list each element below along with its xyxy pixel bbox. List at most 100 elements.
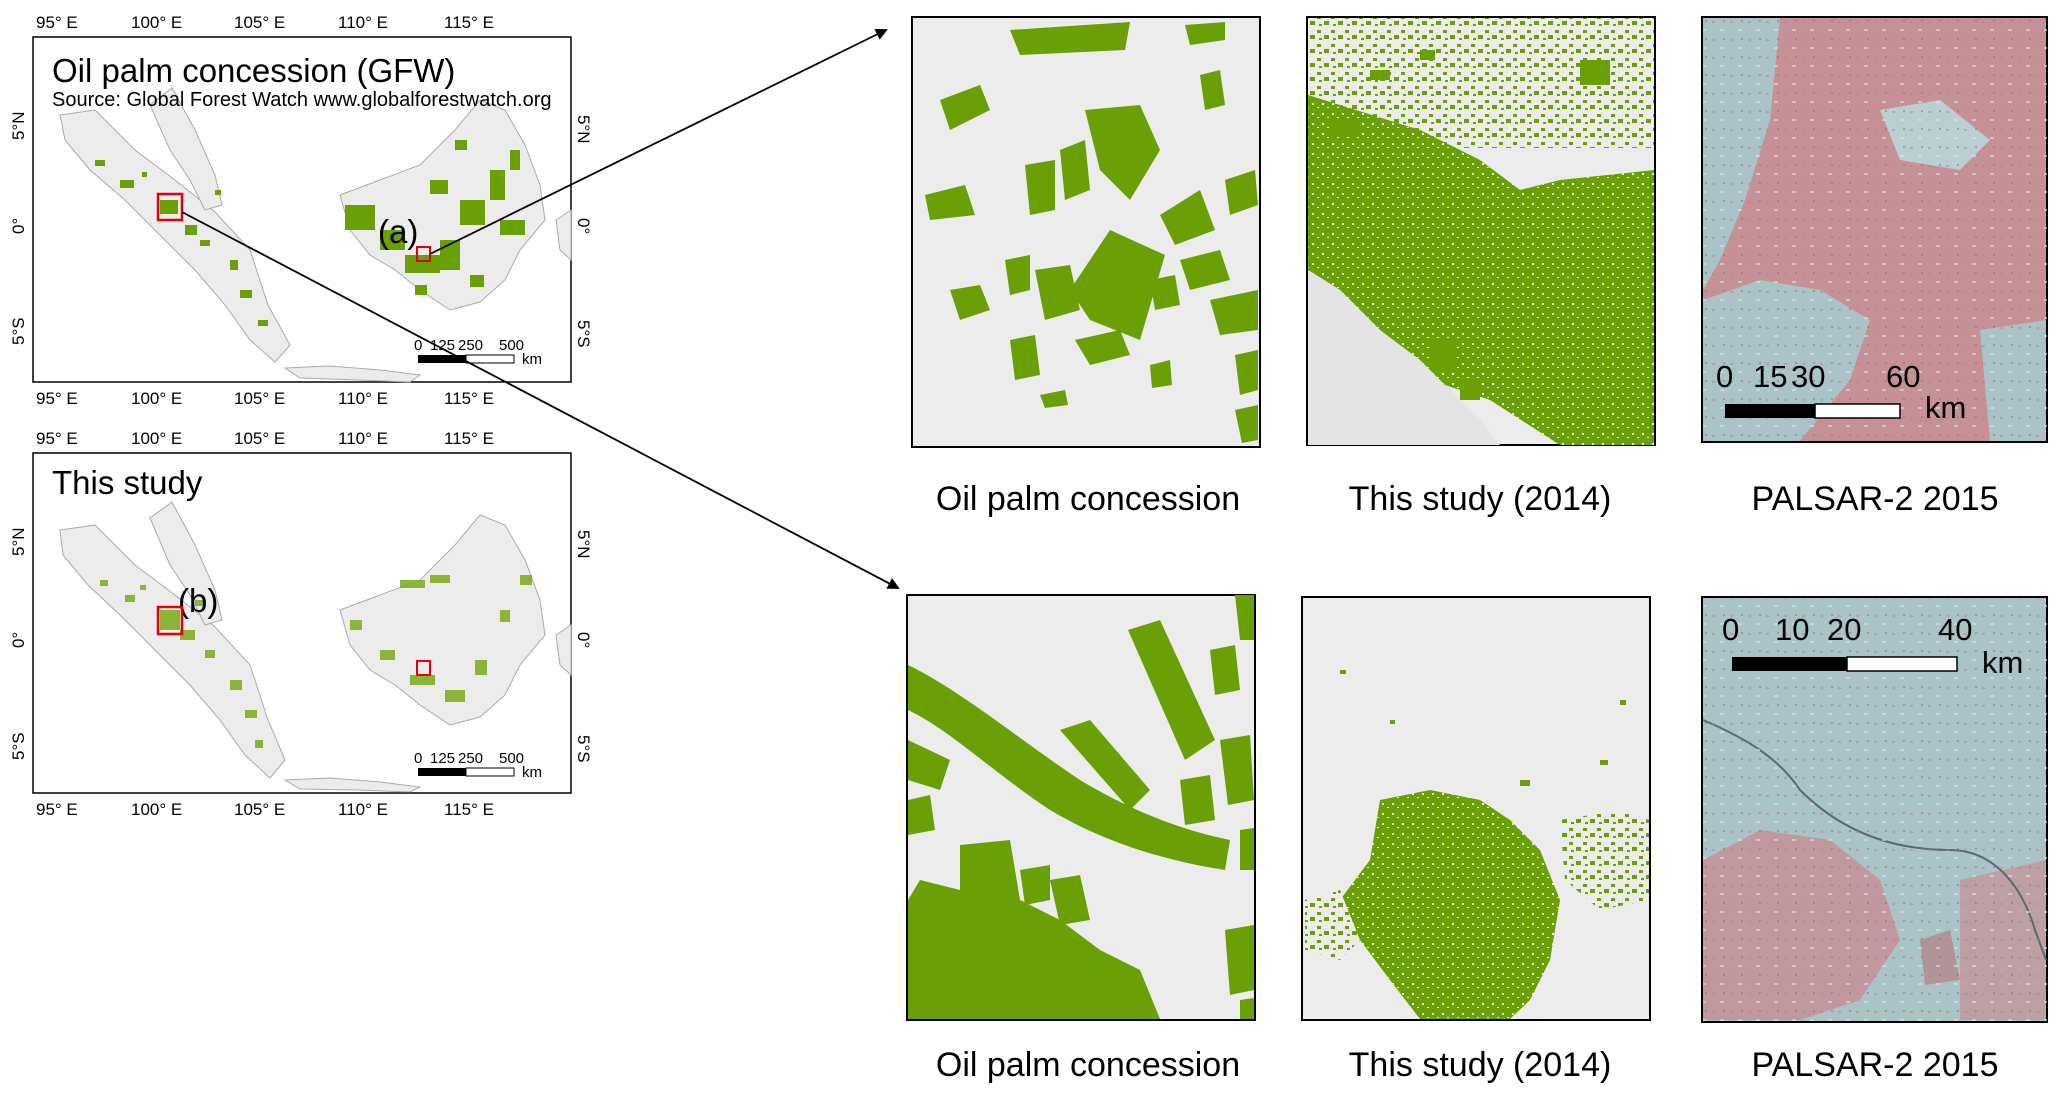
map-a-malaya [149, 87, 223, 211]
lat-tick: 0° [574, 218, 593, 234]
map-b-lon-ticks-bottom: 95° E 100° E 105° E 110° E 115° E [36, 800, 494, 819]
map-b-highlight-box-sumatra [156, 605, 184, 636]
map-b-sulawesi [555, 624, 572, 677]
map-b-lon-ticks-top: 95° E 100° E 105° E 110° E 115° E [36, 429, 494, 448]
scalebar-label: 125 [430, 337, 455, 354]
lon-tick: 110° E [338, 800, 388, 819]
lon-tick: 110° E [338, 429, 388, 448]
scalebar-label: 30 [1791, 359, 1825, 394]
lon-tick: 110° E [338, 389, 388, 408]
bottom-concession-panel [906, 594, 1256, 1021]
map-b-borneo [339, 514, 546, 726]
map-b-highlight-box-borneo [416, 660, 431, 676]
concession-polygons [908, 595, 1254, 1019]
arrow-to-top-row [429, 29, 888, 255]
map-b-label: (b) [178, 582, 218, 619]
lon-tick: 115° E [444, 389, 494, 408]
map-a-lat-ticks-right: 5°N 0° 5°S [574, 115, 593, 348]
scalebar-label: 500 [499, 337, 524, 354]
scalebar-unit: km [1982, 645, 2023, 680]
map-b-malaya [149, 501, 223, 626]
lat-tick: 5°S [574, 735, 593, 763]
map-b: This study (b) 95° E 100° E 105° E 110° … [9, 429, 593, 819]
scalebar-label: 0 [1722, 612, 1739, 647]
lat-tick: 0° [9, 632, 28, 648]
lon-tick: 110° E [338, 13, 388, 32]
lon-tick: 100° E [131, 13, 182, 32]
map-a-title: Oil palm concession (GFW) [52, 52, 455, 89]
scalebar-label: 0 [414, 337, 422, 354]
lon-tick: 95° E [36, 389, 78, 408]
lon-tick: 115° E [444, 800, 494, 819]
lon-tick: 115° E [444, 13, 494, 32]
scalebar-unit: km [522, 351, 542, 368]
lon-tick: 105° E [234, 429, 285, 448]
map-a-sumatra [59, 109, 291, 363]
lon-tick: 115° E [444, 429, 494, 448]
concession-polygons [925, 22, 1258, 443]
lon-tick: 100° E [131, 429, 182, 448]
lat-tick: 5°N [9, 527, 28, 556]
scalebar-label: 40 [1938, 612, 1972, 647]
lat-tick: 5°S [9, 732, 28, 760]
top-palsar-panel: 0 15 30 60 km [1701, 16, 2048, 443]
caption-bottom-3: PALSAR-2 2015 [1752, 1046, 1999, 1084]
lat-tick: 0° [574, 632, 593, 648]
caption-bottom-1: Oil palm concession [936, 1046, 1240, 1084]
caption-top-1: Oil palm concession [936, 480, 1240, 518]
map-a-oil-palm-patches [95, 140, 525, 326]
map-a-java [283, 365, 422, 383]
scalebar-label: 250 [458, 750, 483, 767]
map-a-lon-ticks-bottom: 95° E 100° E 105° E 110° E 115° E [36, 389, 494, 408]
bottom-palsar-scalebar: 0 10 20 40 km [1722, 612, 2023, 680]
lon-tick: 100° E [131, 800, 182, 819]
bottom-palsar-panel: 0 10 20 40 km [1701, 596, 2048, 1023]
map-b-scalebar: 0 125 250 500 km [414, 750, 542, 781]
bottom-this-study-panel [1301, 596, 1651, 1021]
map-a-label: (a) [378, 213, 418, 250]
scalebar-label: 60 [1886, 359, 1920, 394]
map-a-highlight-box-sumatra [156, 192, 184, 222]
map-b-sumatra [59, 524, 286, 779]
lon-tick: 100° E [131, 389, 182, 408]
lon-tick: 95° E [36, 429, 78, 448]
map-a-lon-ticks-top: 95° E 100° E 105° E 110° E 115° E [36, 13, 494, 32]
map-a-sulawesi [555, 209, 572, 262]
lat-tick: 5°N [574, 115, 593, 144]
arrow-to-bottom-row [181, 211, 900, 589]
map-b-lat-ticks-left: 5°N 0° 5°S [9, 527, 28, 760]
lat-tick: 5°N [574, 530, 593, 559]
scalebar-unit: km [522, 764, 542, 781]
lat-tick: 5°S [574, 320, 593, 348]
map-a-scalebar: 0 125 250 500 km [414, 337, 542, 368]
scalebar-label: 20 [1827, 612, 1861, 647]
scattered-pixels [1340, 670, 1626, 786]
lon-tick: 95° E [36, 13, 78, 32]
top-this-study-panel [1306, 16, 1656, 446]
scalebar-label: 0 [414, 750, 422, 767]
map-a-borneo [339, 99, 546, 311]
caption-top-2: This study (2014) [1349, 480, 1612, 518]
top-concession-panel [911, 16, 1261, 448]
lat-tick: 5°N [9, 111, 28, 140]
lat-tick: 5°S [9, 317, 28, 345]
caption-top-3: PALSAR-2 2015 [1752, 480, 1999, 518]
map-a-lat-ticks-left: 5°N 0° 5°S [9, 111, 28, 345]
map-b-lat-ticks-right: 5°N 0° 5°S [574, 530, 593, 763]
lon-tick: 105° E [234, 800, 285, 819]
scalebar-label: 15 [1753, 359, 1787, 394]
lon-tick: 95° E [36, 800, 78, 819]
scattered-pixels [1330, 50, 1610, 400]
top-palsar-scalebar: 0 15 30 60 km [1716, 359, 1966, 425]
map-a-source: Source: Global Forest Watch www.globalfo… [52, 89, 551, 111]
map-a: Oil palm concession (GFW) Source: Global… [9, 13, 593, 408]
lon-tick: 105° E [234, 13, 285, 32]
scalebar-label: 125 [430, 750, 455, 767]
lat-tick: 0° [9, 218, 28, 234]
caption-bottom-2: This study (2014) [1349, 1046, 1612, 1084]
scalebar-label: 10 [1775, 612, 1809, 647]
scalebar-label: 0 [1716, 359, 1733, 394]
lon-tick: 105° E [234, 389, 285, 408]
scalebar-label: 500 [499, 750, 524, 767]
